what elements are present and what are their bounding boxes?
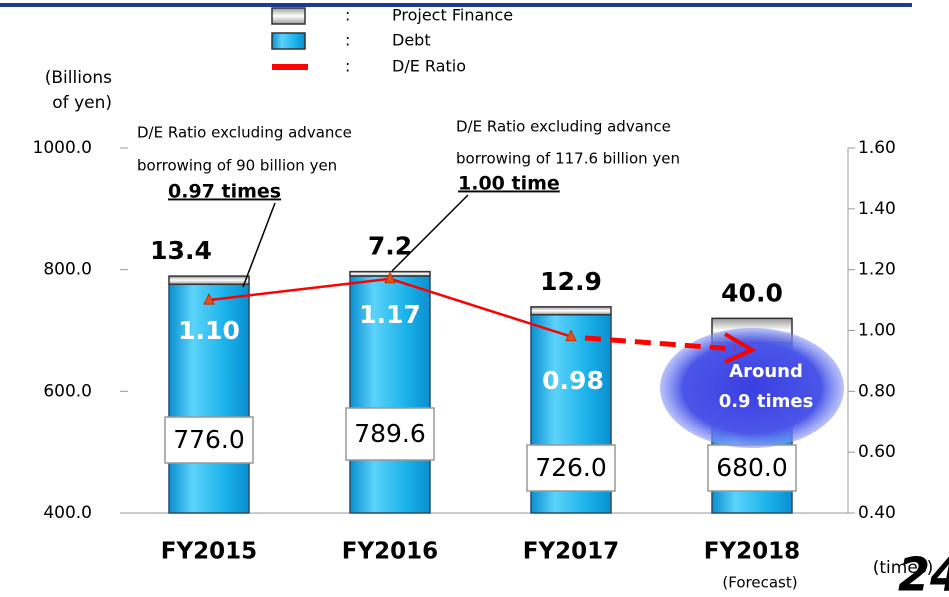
legend-label: Debt: [392, 31, 431, 50]
debt-label-box: [345, 407, 435, 461]
annotation-emphasis: 0.97 times: [168, 181, 281, 203]
legend-label: Project Finance: [392, 6, 513, 25]
debt-label: 776.0: [173, 425, 245, 454]
y2-tick-label: 1.00: [858, 321, 896, 341]
de-ratio-label: 1.17: [359, 300, 421, 329]
legend-swatch: [271, 32, 306, 50]
y2-tick-label: 0.60: [858, 442, 896, 462]
y-tick-label: 800.0: [43, 260, 92, 280]
y-tick-label: 400.0: [43, 503, 92, 523]
y-axis-label: of yen): [52, 93, 112, 113]
y2-tick-label: 0.80: [858, 381, 896, 401]
x-tick-label: FY2016: [342, 539, 438, 565]
legend-separator: :: [345, 6, 350, 25]
debt-bar: [349, 275, 431, 514]
de-ratio-marker: [203, 292, 215, 305]
annotation-emphasis: 1.00 time: [458, 173, 560, 195]
x-tick-label: FY2018: [704, 539, 800, 565]
legend-swatch: [272, 64, 308, 70]
x-tick-note: (Forecast): [722, 574, 797, 592]
annotation: D/E Ratio excluding advance: [456, 118, 671, 136]
project-finance-label: 40.0: [721, 278, 783, 307]
x-tick-label: FY2017: [523, 539, 619, 565]
y-tick-label: 600.0: [43, 381, 92, 401]
y-axis-label: (Billions: [45, 68, 112, 88]
project-finance-bar: [530, 306, 612, 316]
debt-label-box: [707, 444, 797, 492]
annotation: D/E Ratio excluding advance: [137, 124, 352, 142]
legend-swatch: [271, 7, 306, 25]
de-ratio-label: 1.10: [178, 316, 240, 345]
y2-tick-label: 1.20: [858, 260, 896, 280]
forecast-arrow: [584, 335, 736, 352]
debt-bar: [168, 283, 250, 514]
legend-separator: :: [345, 57, 350, 76]
debt-label: 789.6: [354, 419, 426, 448]
page-number: 24: [898, 548, 949, 597]
leader-line: [242, 202, 276, 288]
x-tick-label: FY2015: [161, 539, 257, 565]
debt-label-box: [526, 444, 616, 492]
y2-tick-label: 0.40: [858, 503, 896, 523]
forecast-arrow-head: [723, 332, 757, 364]
y2-tick-label: 1.40: [858, 199, 896, 219]
debt-label: 726.0: [535, 453, 607, 482]
annotation: borrowing of 90 billion yen: [137, 157, 337, 175]
legend-separator: :: [345, 31, 350, 50]
y-tick-label: 1000.0: [33, 138, 92, 158]
project-finance-label: 7.2: [368, 232, 412, 261]
de-ratio-marker: [565, 329, 577, 342]
y2-tick-label: 1.60: [858, 138, 896, 158]
forecast-text: Around: [729, 361, 803, 382]
project-finance-bar: [168, 275, 250, 286]
forecast-text: 0.9 times: [719, 391, 814, 412]
forecast-bubble: [660, 328, 844, 448]
project-finance-label: 13.4: [150, 236, 212, 265]
project-finance-label: 12.9: [540, 267, 602, 296]
debt-label: 680.0: [716, 453, 788, 482]
annotation: borrowing of 117.6 billion yen: [456, 150, 680, 168]
legend-label: D/E Ratio: [392, 57, 466, 76]
debt-label-box: [164, 416, 254, 464]
leader-line: [391, 194, 469, 272]
de-ratio-marker: [384, 271, 396, 284]
de-ratio-label: 0.98: [542, 366, 604, 395]
y2-axis-label: (times): [873, 558, 934, 578]
